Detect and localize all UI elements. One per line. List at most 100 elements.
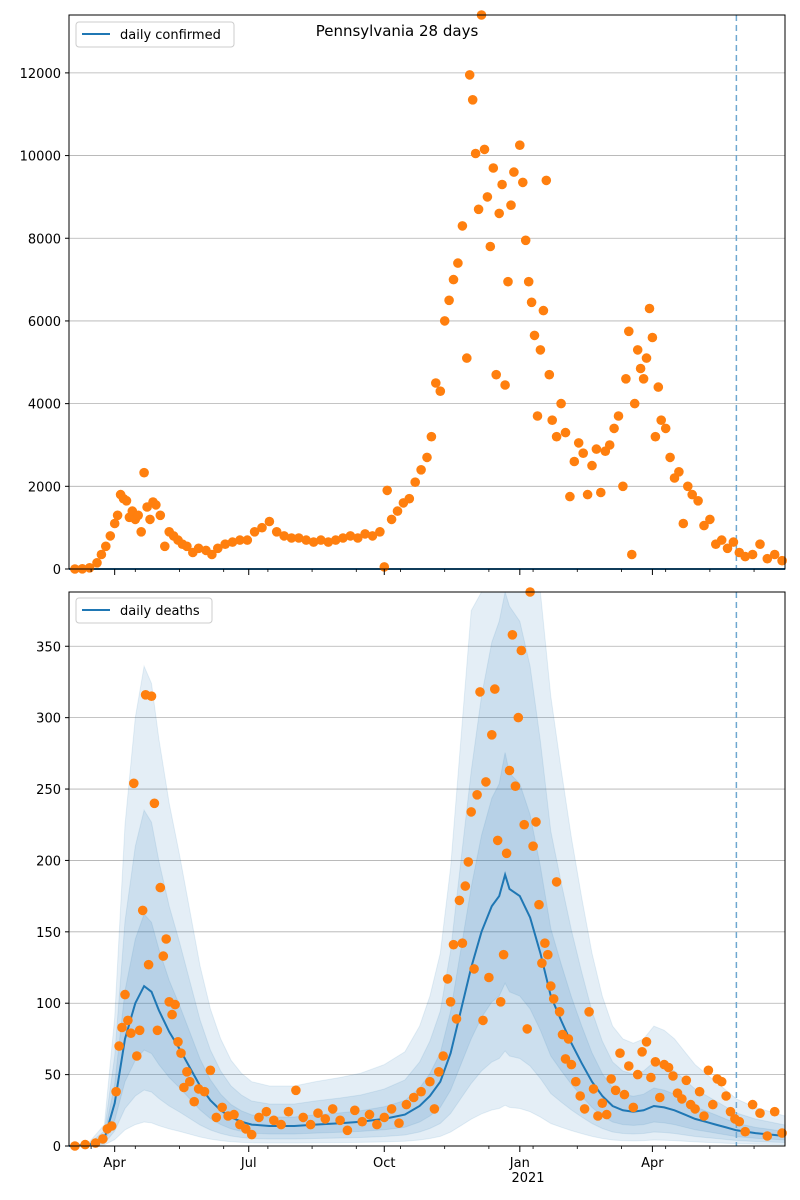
deaths-data-point: [98, 1134, 108, 1144]
deaths-data-point: [241, 1124, 251, 1134]
confirmed-data-point: [448, 274, 459, 285]
confirmed-data-point: [410, 477, 421, 488]
deaths-data-point: [176, 1048, 186, 1058]
confirmed-data-point: [462, 353, 472, 363]
confirmed-data-point: [105, 531, 116, 541]
deaths-data-point: [246, 1129, 257, 1140]
deaths-data-point: [632, 1069, 643, 1080]
confirmed-y-tick-label: 4000: [28, 398, 61, 413]
deaths-data-point: [313, 1108, 323, 1118]
confirmed-data-point: [699, 520, 709, 531]
deaths-x-ticks: Apr Jul Oct Jan Apr: [90, 1146, 755, 1171]
deaths-data-point: [560, 1054, 571, 1064]
confirmed-data-point: [526, 297, 537, 308]
deaths-data-point: [276, 1119, 286, 1130]
deaths-data-point: [762, 1131, 773, 1141]
deaths-data-point: [394, 1118, 404, 1128]
confirmed-data-point: [330, 535, 341, 545]
deaths-data-point: [457, 938, 468, 948]
confirmed-data-point: [587, 460, 597, 471]
deaths-data-point: [593, 1111, 603, 1121]
deaths-data-point: [551, 877, 562, 887]
deaths-data-point: [597, 1098, 608, 1108]
confirmed-data-point: [647, 332, 658, 343]
confirmed-data-point: [473, 204, 484, 215]
confirmed-data-point: [641, 353, 652, 363]
deaths-data-point: [205, 1065, 216, 1076]
deaths-data-point: [481, 777, 491, 787]
confirmed-data-point: [520, 235, 531, 246]
deaths-data-point: [650, 1057, 661, 1067]
confirmed-data-point: [638, 374, 649, 384]
confirmed-data-point: [182, 541, 192, 552]
deaths-data-point: [725, 1106, 736, 1117]
confirmed-data-point: [497, 179, 507, 190]
deaths-data-point: [663, 1062, 674, 1073]
deaths-data-point: [507, 630, 518, 640]
confirmed-data-point: [404, 493, 415, 504]
deaths-data-point: [199, 1086, 210, 1097]
deaths-data-point: [372, 1119, 382, 1130]
deaths-data-point: [528, 841, 538, 851]
deaths-points: [70, 587, 787, 1151]
confirmed-data-point: [541, 175, 552, 186]
deaths-data-point: [217, 1102, 227, 1113]
confirmed-data-point: [532, 411, 543, 421]
deaths-data-point: [120, 989, 130, 1000]
confirmed-data-point: [160, 541, 170, 552]
confirmed-points: [70, 10, 787, 574]
confirmed-data-point: [629, 398, 640, 409]
deaths-data-point: [335, 1115, 345, 1126]
deaths-data-point: [357, 1116, 368, 1127]
confirmed-data-point: [375, 527, 385, 537]
confirmed-data-point: [560, 427, 571, 438]
confirmed-data-point: [687, 489, 697, 500]
deaths-data-point: [501, 848, 512, 859]
confirmed-data-point: [345, 531, 356, 541]
deaths-data-point: [584, 1007, 594, 1017]
confirmed-data-point: [518, 177, 528, 188]
confirmed-data-point: [207, 549, 217, 560]
confirmed-data-point: [693, 496, 703, 506]
confirmed-data-point: [722, 543, 733, 554]
deaths-data-point: [606, 1074, 616, 1084]
confirmed-data-point: [242, 535, 253, 545]
confirmed-data-point: [716, 535, 727, 545]
confirmed-data-point: [467, 95, 478, 105]
confirmed-data-point: [227, 537, 238, 547]
deaths-data-point: [146, 691, 157, 701]
deaths-data-point: [708, 1099, 718, 1110]
deaths-data-point: [173, 1037, 183, 1047]
deaths-data-point: [80, 1139, 90, 1150]
deaths-data-point: [703, 1065, 714, 1076]
confirmed-y-tick-label: 6000: [28, 315, 61, 330]
deaths-x-tick-label: Oct: [373, 1156, 395, 1171]
confirmed-y-tick-label: 8000: [28, 232, 61, 247]
deaths-data-point: [769, 1106, 780, 1117]
deaths-data-point: [350, 1105, 360, 1116]
deaths-data-point: [305, 1119, 316, 1130]
confirmed-data-point: [627, 549, 637, 560]
deaths-data-point: [126, 1028, 136, 1038]
confirmed-data-point: [133, 510, 143, 521]
confirmed-data-point: [604, 440, 615, 450]
confirmed-x-ticks: [90, 569, 755, 575]
deaths-data-point: [386, 1104, 397, 1114]
deaths-data-point: [114, 1041, 124, 1051]
confirmed-data-point: [286, 533, 297, 543]
confirmed-data-point: [470, 148, 481, 159]
deaths-data-point: [137, 905, 148, 916]
confirmed-data-point: [769, 549, 780, 560]
confirmed-data-point: [422, 452, 432, 463]
confirmed-data-point: [257, 522, 267, 533]
deaths-data-point: [615, 1048, 625, 1058]
confirmed-data-point: [112, 510, 123, 521]
deaths-data-point: [543, 949, 553, 960]
deaths-data-point: [716, 1076, 727, 1087]
deaths-data-point: [327, 1104, 338, 1114]
deaths-panel: 0 50 100 150 200 250 300 350 Apr Jul Oct Jan Apr 20…: [36, 587, 787, 1186]
confirmed-data-point: [323, 537, 334, 547]
confirmed-data-point: [660, 423, 671, 434]
deaths-data-point: [495, 997, 506, 1007]
